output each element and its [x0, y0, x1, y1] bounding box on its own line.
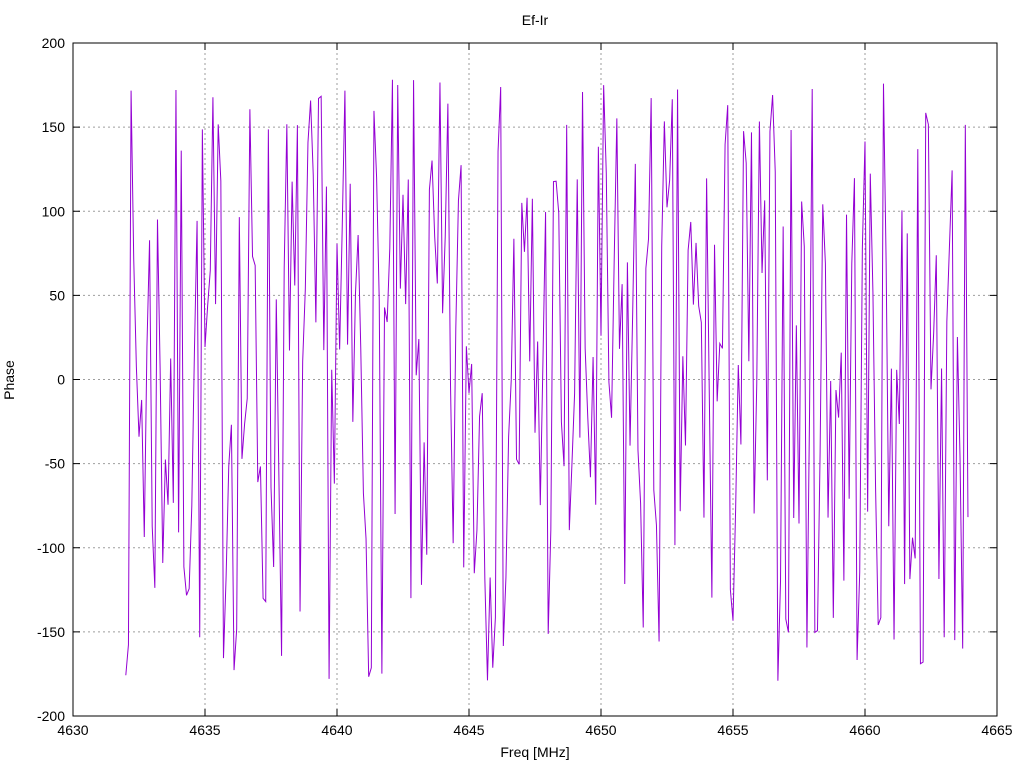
x-axis-label: Freq [MHz] — [500, 744, 570, 760]
y-tick-label: 0 — [57, 372, 65, 388]
x-tick-label: 4645 — [453, 722, 484, 738]
y-tick-label: -50 — [45, 456, 65, 472]
x-tick-label: 4660 — [849, 722, 880, 738]
y-tick-label: -150 — [37, 624, 65, 640]
y-tick-label: 50 — [49, 287, 65, 303]
y-tick-label: -200 — [37, 708, 65, 724]
y-tick-label: -100 — [37, 540, 65, 556]
y-axis-label: Phase — [1, 360, 17, 400]
x-tick-label: 4655 — [717, 722, 748, 738]
x-tick-label: 4630 — [57, 722, 88, 738]
x-tick-label: 4640 — [321, 722, 352, 738]
x-tick-label: 4650 — [585, 722, 616, 738]
x-tick-label: 4635 — [189, 722, 220, 738]
phase-trace — [125, 79, 969, 681]
chart-title: Ef-Ir — [521, 12, 549, 28]
y-tick-label: 100 — [42, 203, 66, 219]
y-tick-label: 200 — [42, 35, 66, 51]
x-tick-label: 4665 — [981, 722, 1012, 738]
y-tick-label: 150 — [42, 119, 66, 135]
